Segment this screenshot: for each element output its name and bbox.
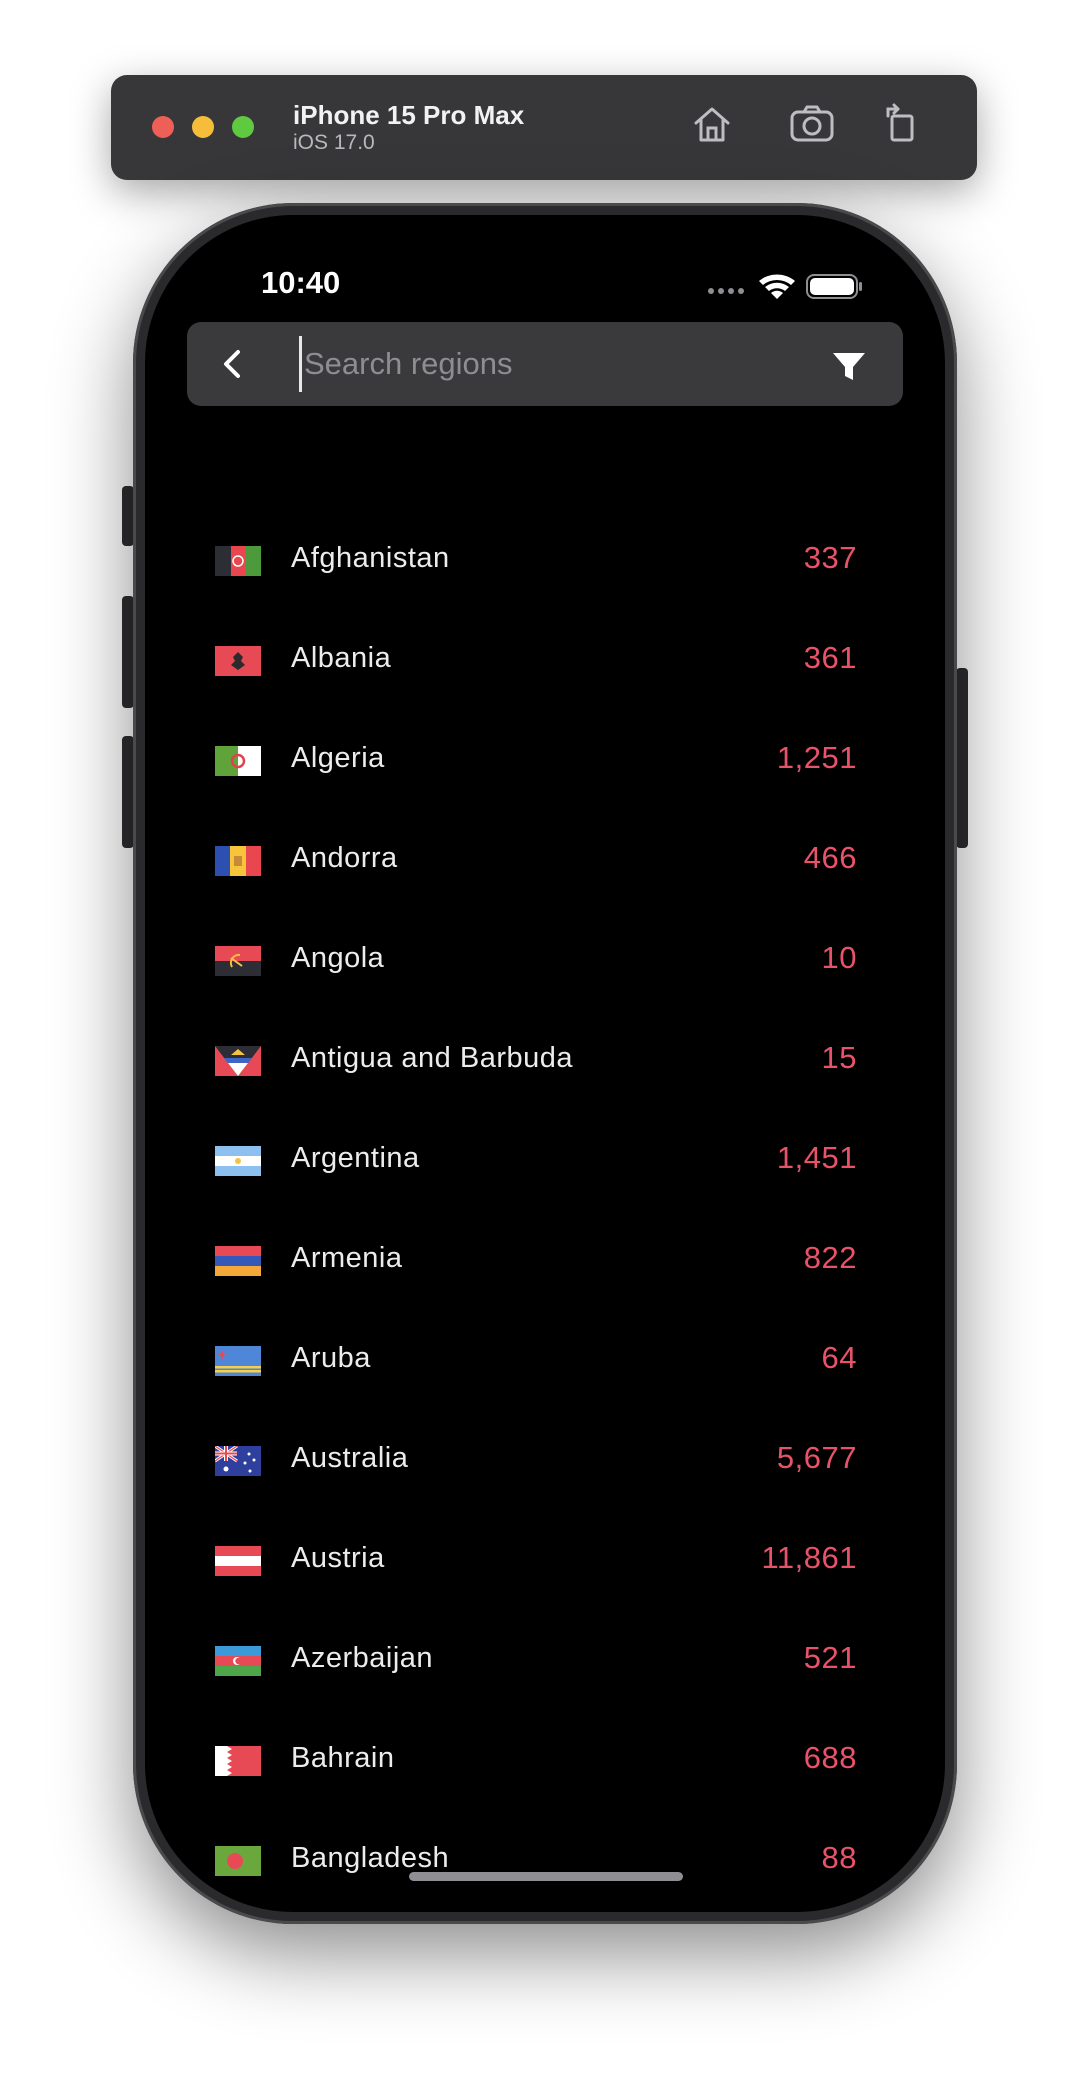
home-icon — [694, 107, 730, 142]
list-item[interactable]: Armenia 822 — [145, 1230, 945, 1330]
list-item[interactable]: Albania 361 — [145, 630, 945, 730]
flag-azerbaijan-icon — [215, 1646, 261, 1676]
close-window-button[interactable] — [152, 116, 174, 138]
region-count: 1,451 — [776, 1140, 857, 1175]
flag-bangladesh-icon — [215, 1846, 261, 1876]
region-name: Australia — [291, 1442, 409, 1474]
flag-armenia-icon — [215, 1246, 261, 1276]
flag-afghanistan-icon — [215, 546, 261, 576]
region-name: Azerbaijan — [291, 1642, 434, 1674]
rotate-icon — [886, 103, 914, 142]
region-count: 1,251 — [776, 740, 857, 775]
region-count: 10 — [821, 940, 857, 975]
flag-andorra-icon — [215, 846, 261, 876]
region-name: Armenia — [291, 1242, 403, 1274]
status-time: 10:40 — [261, 265, 341, 300]
volume-down-button — [122, 736, 134, 848]
list-item[interactable]: Bangladesh 88 — [145, 1830, 945, 1912]
list-item[interactable]: Algeria 1,251 — [145, 730, 945, 830]
device-name: iPhone 15 Pro Max — [293, 100, 525, 130]
region-count: 64 — [821, 1340, 857, 1375]
flag-albania-icon — [215, 646, 261, 676]
region-name: Andorra — [291, 842, 398, 874]
home-button[interactable] — [688, 100, 736, 148]
action-button — [122, 486, 134, 546]
list-item[interactable]: Andorra 466 — [145, 830, 945, 930]
rotate-button[interactable] — [878, 100, 926, 148]
flag-aruba-icon — [215, 1346, 261, 1376]
list-item[interactable]: Antigua and Barbuda 15 — [145, 1030, 945, 1130]
region-name: Argentina — [291, 1142, 420, 1174]
flag-algeria-icon — [215, 746, 261, 776]
list-item[interactable]: Aruba 64 — [145, 1330, 945, 1430]
region-name: Angola — [291, 942, 385, 974]
minimize-window-button[interactable] — [192, 116, 214, 138]
region-count: 88 — [821, 1840, 857, 1875]
region-count: 822 — [803, 1240, 857, 1275]
list-item[interactable]: Argentina 1,451 — [145, 1130, 945, 1230]
region-count: 521 — [803, 1640, 857, 1675]
region-name: Aruba — [291, 1342, 371, 1374]
screenshot-button[interactable] — [788, 100, 836, 148]
region-list: Afghanistan 337 Albania 361 Algeria — [145, 530, 945, 1912]
region-name: Austria — [291, 1542, 385, 1574]
os-version: iOS 17.0 — [293, 131, 375, 154]
list-item[interactable]: Austria 11,861 — [145, 1530, 945, 1630]
flag-australia-icon — [215, 1446, 261, 1476]
region-count: 337 — [803, 540, 857, 575]
region-count: 5,677 — [776, 1440, 857, 1475]
phone-screen: 10:40 — [145, 215, 945, 1912]
status-icons — [705, 271, 885, 301]
region-count: 15 — [821, 1040, 857, 1075]
search-bar — [187, 322, 903, 406]
list-item[interactable]: Azerbaijan 521 — [145, 1630, 945, 1730]
filter-button[interactable] — [829, 346, 869, 386]
region-name: Antigua and Barbuda — [291, 1042, 573, 1074]
flag-austria-icon — [215, 1546, 261, 1576]
region-count: 466 — [803, 840, 857, 875]
volume-up-button — [122, 596, 134, 708]
wifi-icon — [759, 274, 795, 299]
chevron-left-icon — [224, 350, 240, 378]
region-count: 11,861 — [761, 1540, 857, 1575]
battery-icon — [806, 274, 862, 299]
region-name: Afghanistan — [291, 542, 450, 574]
region-name: Bangladesh — [291, 1842, 450, 1874]
power-button — [956, 668, 968, 848]
flag-angola-icon — [215, 946, 261, 976]
search-input[interactable] — [299, 336, 799, 392]
region-count: 688 — [803, 1740, 857, 1775]
flag-bahrain-icon — [215, 1746, 261, 1776]
region-name: Albania — [291, 642, 392, 674]
list-item[interactable]: Bahrain 688 — [145, 1730, 945, 1830]
region-count: 361 — [803, 640, 857, 675]
signal-dots-icon — [708, 288, 744, 294]
zoom-window-button[interactable] — [232, 116, 254, 138]
filter-icon — [833, 353, 865, 380]
list-item[interactable]: Angola 10 — [145, 930, 945, 1030]
list-item[interactable]: Afghanistan 337 — [145, 530, 945, 630]
camera-icon — [790, 105, 834, 142]
list-item[interactable]: Australia 5,677 — [145, 1430, 945, 1530]
flag-antigua-and-barbuda-icon — [215, 1046, 261, 1076]
home-indicator[interactable] — [409, 1872, 683, 1881]
region-name: Algeria — [291, 742, 385, 774]
flag-argentina-icon — [215, 1146, 261, 1176]
region-name: Bahrain — [291, 1742, 395, 1774]
back-button[interactable] — [213, 344, 253, 384]
